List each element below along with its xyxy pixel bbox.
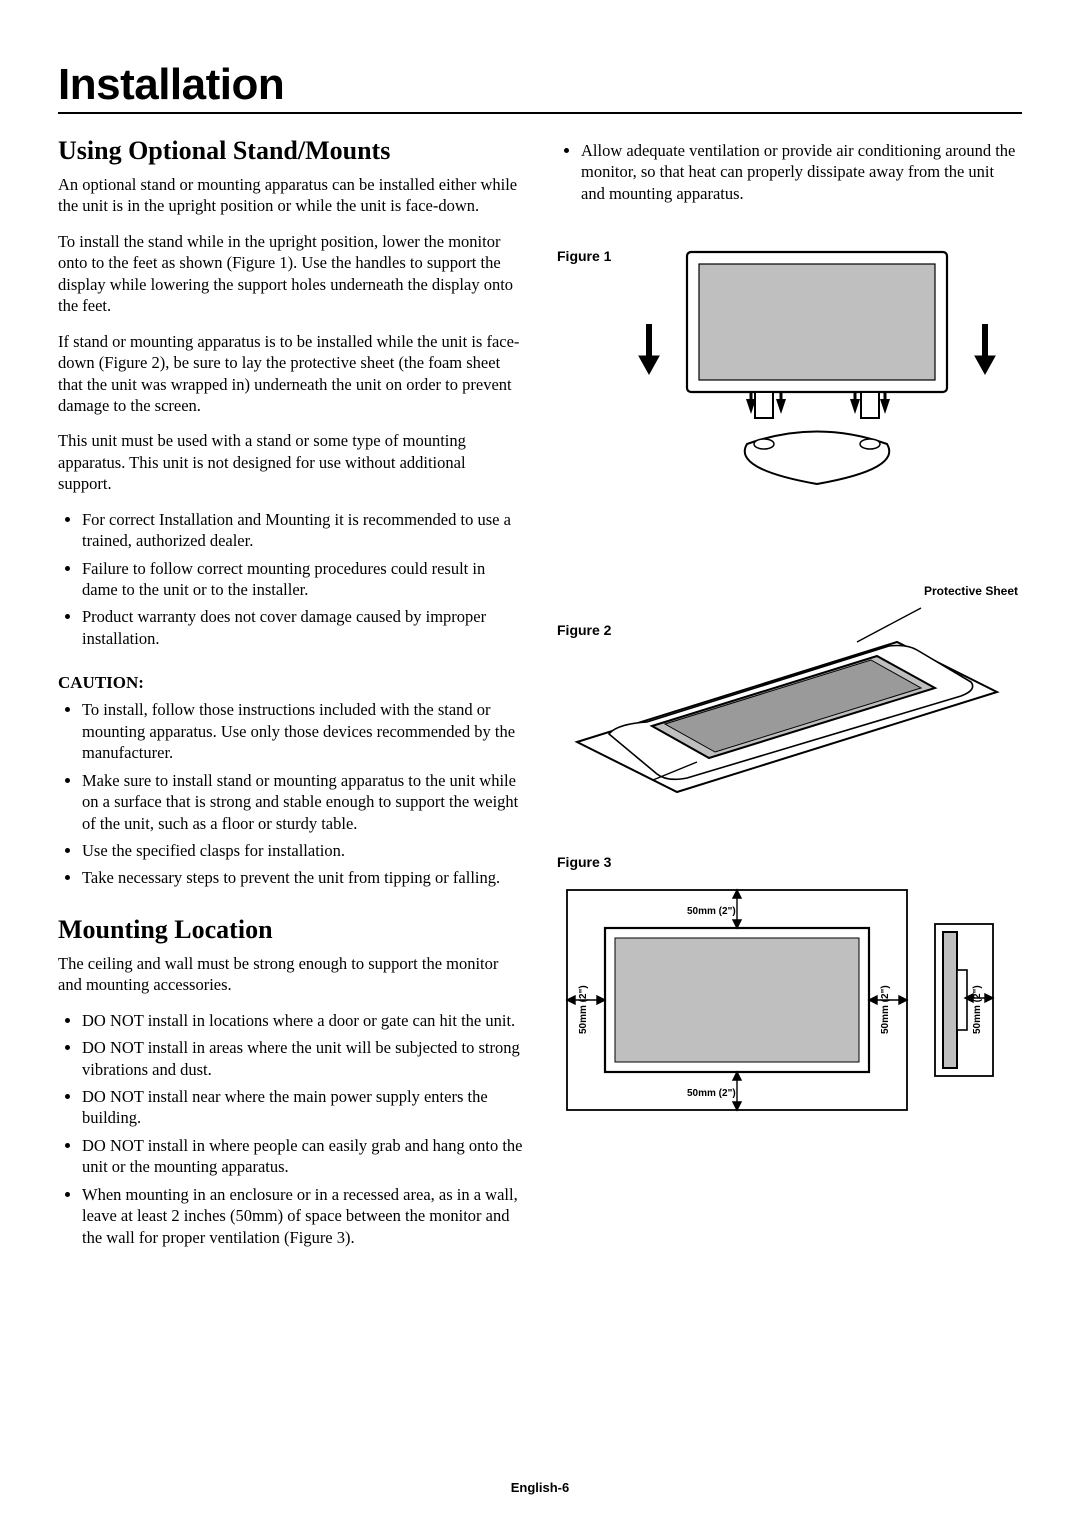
figure-1-label: Figure 1 bbox=[557, 248, 611, 264]
para-stand-3: If stand or mounting apparatus is to be … bbox=[58, 331, 523, 417]
left-column: Using Optional Stand/Mounts An optional … bbox=[58, 136, 523, 1262]
list-item: Use the specified clasps for installatio… bbox=[82, 840, 523, 861]
fig3-dim-top: 50mm (2") bbox=[687, 906, 736, 917]
list-item: Failure to follow correct mounting proce… bbox=[82, 558, 523, 601]
figure-1-illustration bbox=[627, 244, 1007, 504]
bullet-list-mount: DO NOT install in locations where a door… bbox=[58, 1010, 523, 1248]
list-item: DO NOT install near where the main power… bbox=[82, 1086, 523, 1129]
list-item: When mounting in an enclosure or in a re… bbox=[82, 1184, 523, 1248]
fig3-dim-side: 50mm (2") bbox=[972, 986, 983, 1035]
para-stand-4: This unit must be used with a stand or s… bbox=[58, 430, 523, 494]
figure-3-illustration: 50mm (2") 50mm (2") 50mm (2") bbox=[557, 880, 1007, 1120]
heading-stand-mounts: Using Optional Stand/Mounts bbox=[58, 136, 523, 166]
para-mount-1: The ceiling and wall must be strong enou… bbox=[58, 953, 523, 996]
list-item: Make sure to install stand or mounting a… bbox=[82, 770, 523, 834]
bullet-list-caution: To install, follow those instructions in… bbox=[58, 699, 523, 889]
bullet-list-stand: For correct Installation and Mounting it… bbox=[58, 509, 523, 650]
bullet-list-ventilation: Allow adequate ventilation or provide ai… bbox=[557, 140, 1022, 204]
page-footer: English-6 bbox=[0, 1480, 1080, 1495]
page-title: Installation bbox=[58, 60, 1022, 114]
list-item: For correct Installation and Mounting it… bbox=[82, 509, 523, 552]
heading-mounting-location: Mounting Location bbox=[58, 915, 523, 945]
caution-heading: CAUTION: bbox=[58, 673, 523, 693]
arrow-down-icon bbox=[639, 324, 659, 374]
arrow-down-icon bbox=[880, 392, 890, 414]
list-item: DO NOT install in areas where the unit w… bbox=[82, 1037, 523, 1080]
list-item: DO NOT install in locations where a door… bbox=[82, 1010, 523, 1031]
list-item: Take necessary steps to prevent the unit… bbox=[82, 867, 523, 888]
fig3-dim-bottom: 50mm (2") bbox=[687, 1088, 736, 1099]
list-item: To install, follow those instructions in… bbox=[82, 699, 523, 763]
arrow-down-icon bbox=[850, 392, 860, 414]
arrow-down-icon bbox=[776, 392, 786, 414]
para-stand-1: An optional stand or mounting apparatus … bbox=[58, 174, 523, 217]
list-item: DO NOT install in where people can easil… bbox=[82, 1135, 523, 1178]
list-item: Allow adequate ventilation or provide ai… bbox=[581, 140, 1022, 204]
figure-2-illustration bbox=[557, 564, 1017, 814]
figure-2: Figure 2 Protective Sheet Table bbox=[557, 564, 1022, 814]
list-item: Product warranty does not cover damage c… bbox=[82, 606, 523, 649]
figure-3-label: Figure 3 bbox=[557, 854, 611, 870]
fig3-dim-right: 50mm (2") bbox=[880, 986, 891, 1035]
page: Installation Using Optional Stand/Mounts… bbox=[0, 0, 1080, 1527]
para-stand-2: To install the stand while in the uprigh… bbox=[58, 231, 523, 317]
figure-1: Figure 1 bbox=[557, 244, 1022, 504]
arrow-down-icon bbox=[975, 324, 995, 374]
fig3-dim-left: 50mm (2") bbox=[578, 986, 589, 1035]
two-column-layout: Using Optional Stand/Mounts An optional … bbox=[58, 136, 1022, 1262]
right-column: Allow adequate ventilation or provide ai… bbox=[557, 136, 1022, 1262]
figure-3: Figure 3 50mm (2") bbox=[557, 854, 1022, 1120]
